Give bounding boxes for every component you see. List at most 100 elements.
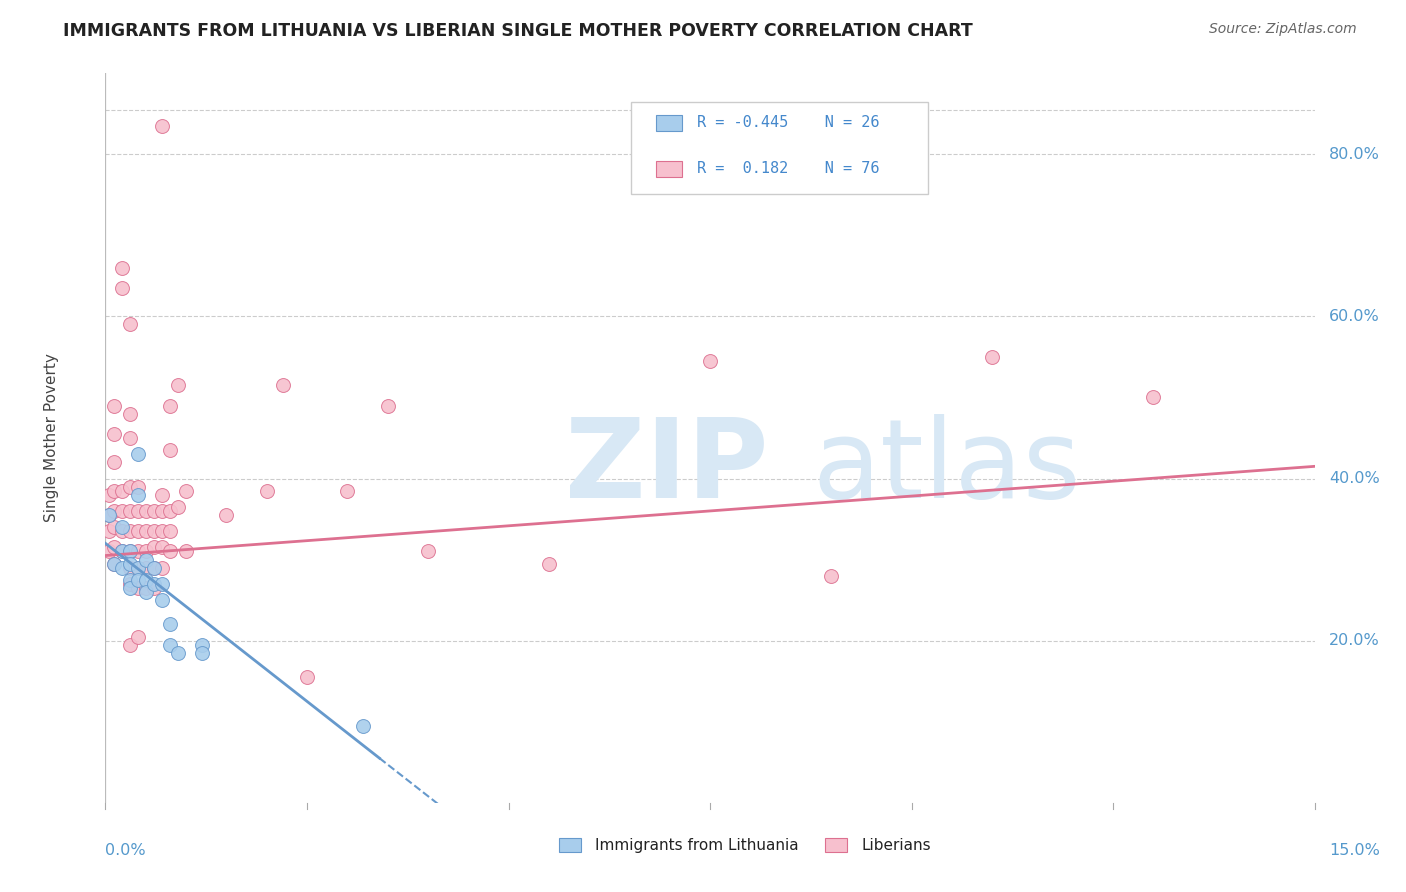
Point xyxy=(150,541,173,555)
Point xyxy=(110,504,132,518)
Point xyxy=(103,520,125,534)
Point xyxy=(336,483,359,498)
Text: 15.0%: 15.0% xyxy=(1329,843,1381,858)
Point xyxy=(110,520,132,534)
Point xyxy=(159,443,181,458)
Point xyxy=(110,544,132,558)
Point xyxy=(377,399,399,413)
Point xyxy=(110,281,132,295)
Point xyxy=(103,504,125,518)
Point xyxy=(142,560,165,574)
Text: atlas: atlas xyxy=(813,414,1081,521)
Point xyxy=(159,544,181,558)
Point xyxy=(103,541,125,555)
Text: Immigrants from Lithuania: Immigrants from Lithuania xyxy=(595,838,799,853)
Point xyxy=(167,500,190,514)
Point xyxy=(110,260,132,275)
Point xyxy=(191,638,214,652)
Point xyxy=(820,569,842,583)
Point xyxy=(110,544,132,558)
Point xyxy=(103,483,125,498)
Point xyxy=(118,573,141,587)
Point xyxy=(159,399,181,413)
Point xyxy=(127,560,149,574)
Point xyxy=(150,524,173,539)
Text: 40.0%: 40.0% xyxy=(1329,471,1379,486)
Point xyxy=(127,630,149,644)
Point xyxy=(1142,391,1164,405)
Point xyxy=(118,577,141,591)
Point xyxy=(103,399,125,413)
FancyBboxPatch shape xyxy=(825,838,846,853)
Point xyxy=(295,670,318,684)
Point xyxy=(127,560,149,574)
Point xyxy=(110,524,132,539)
Point xyxy=(135,524,157,539)
Text: Single Mother Poverty: Single Mother Poverty xyxy=(44,353,59,523)
Point xyxy=(118,560,141,574)
Point xyxy=(159,617,181,632)
Point xyxy=(118,407,141,421)
Text: ZIP: ZIP xyxy=(565,414,768,521)
Text: IMMIGRANTS FROM LITHUANIA VS LIBERIAN SINGLE MOTHER POVERTY CORRELATION CHART: IMMIGRANTS FROM LITHUANIA VS LIBERIAN SI… xyxy=(63,22,973,40)
Point xyxy=(98,488,121,502)
Point xyxy=(118,544,141,558)
Point xyxy=(174,544,197,558)
Point xyxy=(127,480,149,494)
Point xyxy=(127,504,149,518)
Point xyxy=(118,557,141,571)
Point xyxy=(135,585,157,599)
Point xyxy=(167,378,190,392)
Point xyxy=(118,524,141,539)
Point xyxy=(118,480,141,494)
Point xyxy=(159,638,181,652)
Point xyxy=(127,447,149,461)
Point xyxy=(118,318,141,332)
Point xyxy=(142,524,165,539)
Point xyxy=(127,544,149,558)
Point xyxy=(537,557,560,571)
Text: R =  0.182    N = 76: R = 0.182 N = 76 xyxy=(697,161,879,177)
Point xyxy=(150,577,173,591)
FancyBboxPatch shape xyxy=(631,103,928,194)
Text: Source: ZipAtlas.com: Source: ZipAtlas.com xyxy=(1209,22,1357,37)
Text: R = -0.445    N = 26: R = -0.445 N = 26 xyxy=(697,115,879,130)
Point xyxy=(150,488,173,502)
Point xyxy=(142,581,165,595)
Point xyxy=(127,573,149,587)
Point xyxy=(150,593,173,607)
Point xyxy=(215,508,238,522)
Point xyxy=(135,560,157,574)
Point xyxy=(98,508,121,522)
Point xyxy=(416,544,439,558)
FancyBboxPatch shape xyxy=(560,838,581,853)
Point xyxy=(150,560,173,574)
Point xyxy=(142,504,165,518)
Text: 80.0%: 80.0% xyxy=(1329,146,1381,161)
Text: Liberians: Liberians xyxy=(860,838,931,853)
Point xyxy=(271,378,294,392)
Point xyxy=(159,504,181,518)
Point xyxy=(167,646,190,660)
Point xyxy=(142,577,165,591)
Point xyxy=(191,646,214,660)
Point xyxy=(159,524,181,539)
Point xyxy=(103,455,125,469)
Point xyxy=(135,552,157,566)
Text: 60.0%: 60.0% xyxy=(1329,309,1379,324)
Point xyxy=(110,483,132,498)
Point xyxy=(98,508,121,522)
Point xyxy=(174,483,197,498)
FancyBboxPatch shape xyxy=(655,161,682,177)
Point xyxy=(127,524,149,539)
Point xyxy=(103,557,125,571)
Point xyxy=(135,573,157,587)
Point xyxy=(135,581,157,595)
Text: 20.0%: 20.0% xyxy=(1329,633,1379,648)
Point xyxy=(103,557,125,571)
Point xyxy=(142,541,165,555)
Point xyxy=(135,544,157,558)
Point xyxy=(103,426,125,441)
Point xyxy=(110,560,132,574)
Point xyxy=(118,581,141,595)
